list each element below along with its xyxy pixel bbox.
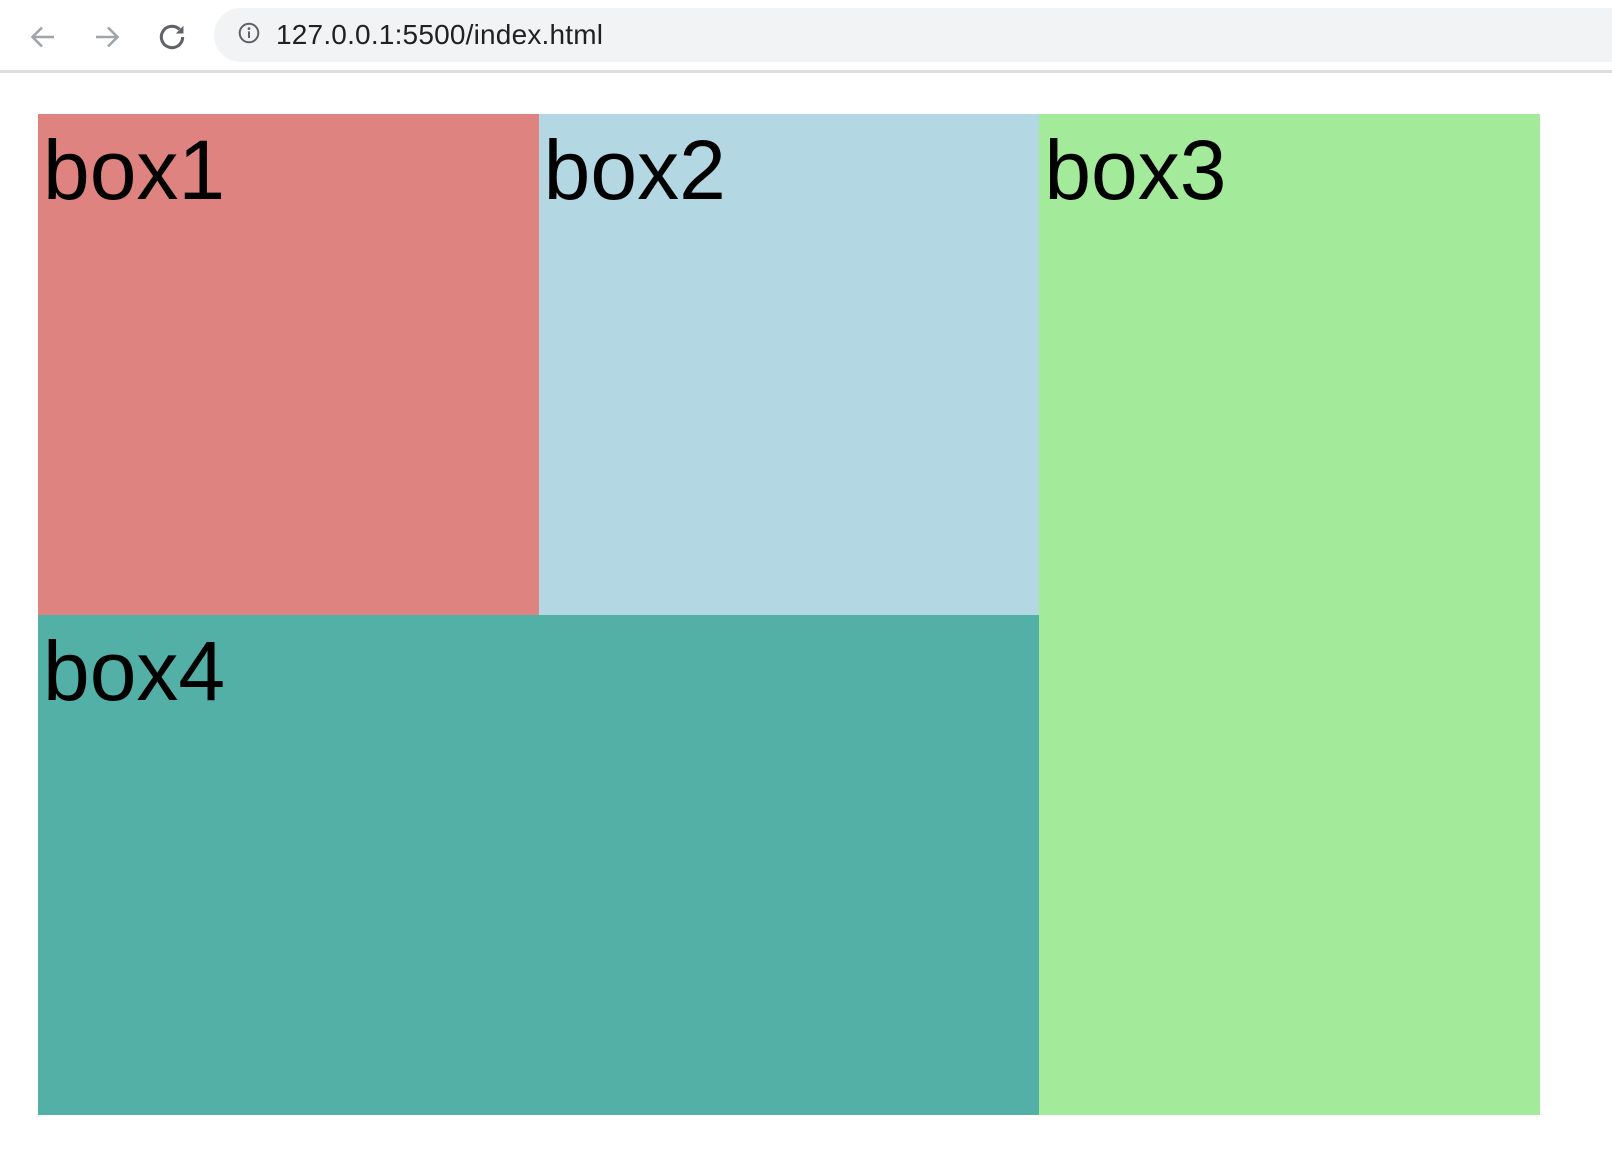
reload-icon	[156, 21, 188, 53]
box-grid: box1 box2 box3 box4	[38, 114, 1540, 1115]
back-arrow-icon	[26, 20, 60, 54]
site-info-icon[interactable]	[237, 21, 261, 50]
address-bar[interactable]: 127.0.0.1:5500/index.html	[214, 8, 1612, 62]
back-button[interactable]	[24, 18, 62, 56]
forward-button[interactable]	[88, 18, 126, 56]
url-text[interactable]: 127.0.0.1:5500/index.html	[276, 19, 604, 50]
reload-button[interactable]	[153, 18, 191, 56]
box1: box1	[38, 114, 539, 615]
forward-arrow-icon	[90, 20, 124, 54]
browser-toolbar: 127.0.0.1:5500/index.html	[0, 0, 1612, 73]
box4: box4	[38, 614, 1040, 1115]
box2: box2	[538, 114, 1040, 615]
box3: box3	[1039, 114, 1540, 1115]
